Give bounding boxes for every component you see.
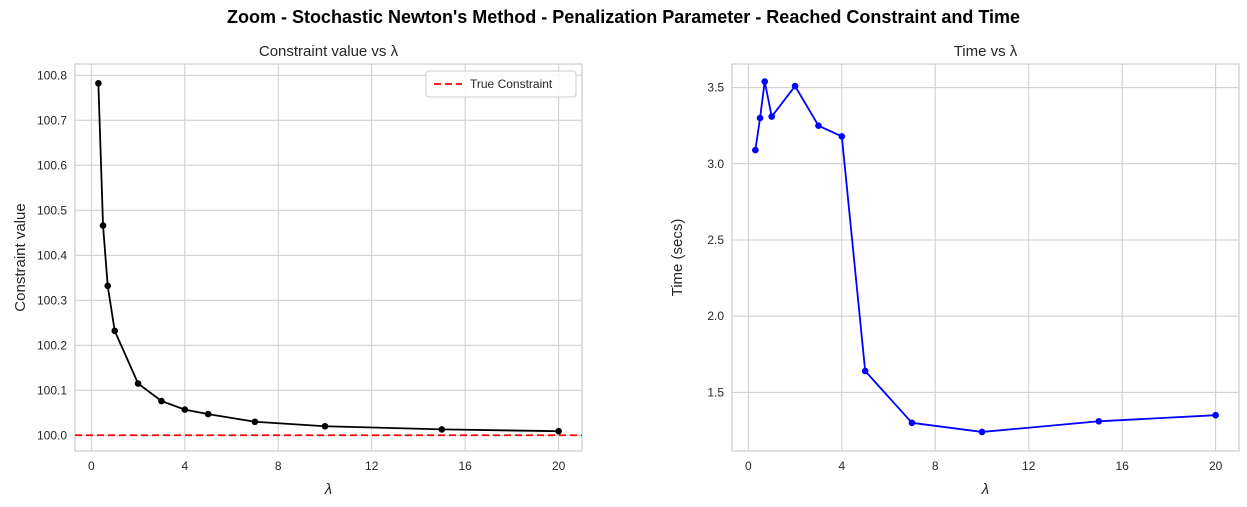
chart1-data-point xyxy=(158,397,165,405)
chart2-data-point xyxy=(861,367,869,375)
chart1-y-tick-label: 100.5 xyxy=(37,203,67,217)
chart1-y-tick-label: 100.7 xyxy=(37,113,67,127)
chart1-axes-frame xyxy=(74,63,583,452)
chart1-x-tick-label: 16 xyxy=(459,459,473,473)
figure-title: Zoom - Stochastic Newton's Method - Pena… xyxy=(226,7,1021,27)
chart2-series-line xyxy=(754,80,1216,433)
chart1-x-tick-label: 4 xyxy=(181,459,188,473)
chart1-data-point xyxy=(438,426,446,433)
chart2-data-point xyxy=(791,82,799,90)
chart1-legend-label: True Constraint xyxy=(470,77,553,91)
chart2-data-point xyxy=(838,133,846,140)
chart2-x-tick-label: 4 xyxy=(838,459,845,473)
chart2-data-point xyxy=(768,113,776,120)
chart2-x-tick-label: 12 xyxy=(1022,459,1036,473)
chart1-y-tick-label: 100.6 xyxy=(37,158,67,172)
chart1-data-point xyxy=(99,222,107,229)
chart2-x-tick-label: 20 xyxy=(1209,459,1223,473)
chart2-data-point xyxy=(1212,411,1219,419)
chart2-data-point xyxy=(815,122,822,130)
chart1-y-tick-label: 100.2 xyxy=(37,338,67,352)
chart1-data-point xyxy=(104,282,112,290)
chart2-y-tick-label: 2.5 xyxy=(707,233,724,247)
chart2-y-tick-label: 3.5 xyxy=(707,81,724,95)
chart2-data-point xyxy=(761,78,769,85)
chart1-data-point xyxy=(134,380,142,387)
chart1-data-point xyxy=(321,422,329,430)
chart1-x-tick-label: 8 xyxy=(275,459,282,473)
chart1-data-point xyxy=(204,410,212,418)
chart2-title: Time vs λ xyxy=(954,43,1018,60)
chart2-x-axis-label: λ xyxy=(981,481,989,498)
chart1-data-point xyxy=(95,80,102,87)
chart2-x-tick-label: 8 xyxy=(932,459,939,473)
chart1-title: Constraint value vs λ xyxy=(259,43,399,60)
chart1-x-axis-label: λ xyxy=(324,481,332,498)
chart2-y-tick-label: 3.0 xyxy=(707,157,724,171)
chart1-legend-box xyxy=(425,70,577,98)
chart1-data-point xyxy=(251,418,259,426)
chart1-y-tick-label: 100.4 xyxy=(37,248,67,262)
chart1-plot: 0 4 8 12 16 20 100.0 100.1 100.2 100.3 100.4 100.5 1… xyxy=(12,43,583,498)
chart2-y-axis-label: Time (secs) xyxy=(669,219,686,297)
chart1-data-point xyxy=(555,427,562,435)
chart2-axes-frame xyxy=(731,63,1240,452)
chart1-legend: True Constraint xyxy=(425,70,577,98)
chart2-plot: 0 4 8 12 16 20 1.5 2.0 2.5 3.0 3.5 Time vs λ λ Time (… xyxy=(669,43,1240,498)
chart2-y-tick-label: 2.0 xyxy=(707,309,724,323)
chart1-y-tick-label: 100.0 xyxy=(37,428,67,442)
chart1-x-tick-label: 12 xyxy=(365,459,379,473)
chart2-data-point xyxy=(756,114,764,122)
chart1-y-tick-label: 100.8 xyxy=(37,68,67,82)
chart2-x-tick-label: 0 xyxy=(745,459,752,473)
chart2-data-point xyxy=(1095,417,1103,425)
chart1-y-axis-label: Constraint value xyxy=(12,203,29,311)
chart1-y-tick-label: 100.3 xyxy=(37,293,67,307)
chart1-x-tick-label: 0 xyxy=(88,459,95,473)
chart1-y-tick-label: 100.1 xyxy=(37,383,67,397)
chart2-data-point xyxy=(908,419,916,427)
chart1-data-point xyxy=(181,406,189,413)
chart2-y-tick-label: 1.5 xyxy=(707,385,724,399)
chart1-x-tick-label: 20 xyxy=(552,459,566,473)
chart2-data-point xyxy=(978,428,986,436)
chart1-data-point xyxy=(111,327,119,335)
chart2-x-tick-label: 16 xyxy=(1116,459,1130,473)
chart1-series-line xyxy=(97,83,559,433)
chart2-data-point xyxy=(752,146,759,154)
